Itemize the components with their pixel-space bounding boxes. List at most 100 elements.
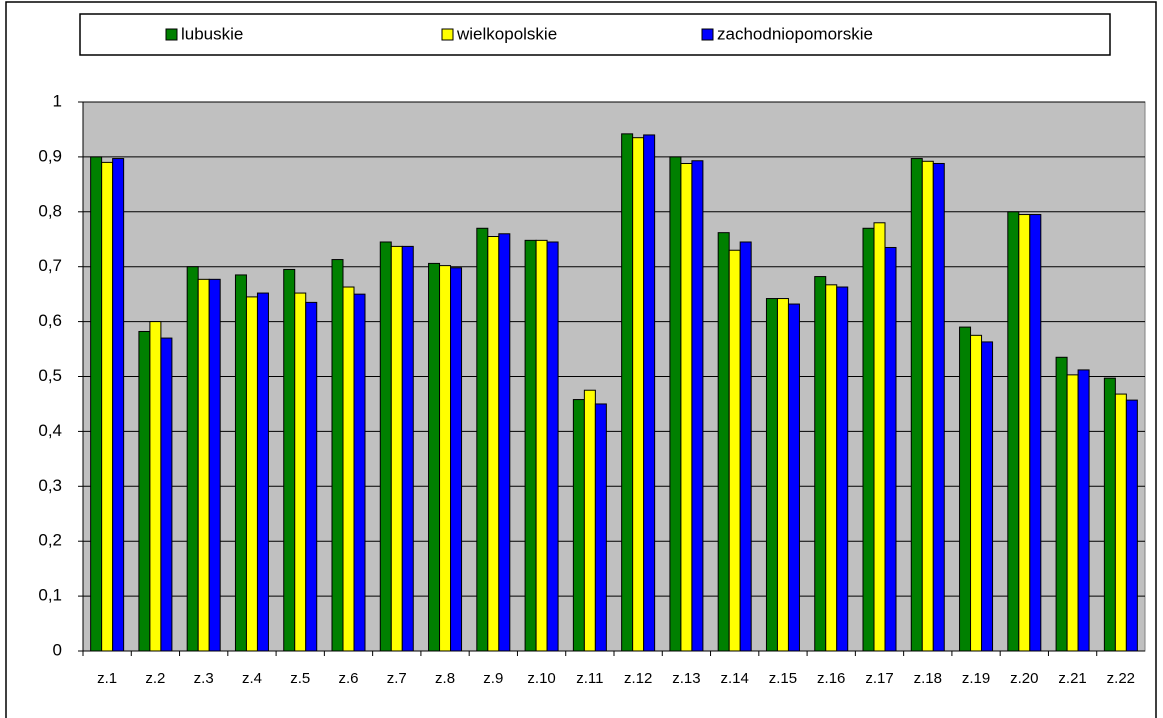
x-tick-label: z.6 <box>338 670 358 687</box>
x-tick-label: z.3 <box>194 670 214 687</box>
x-tick-label: z.2 <box>145 670 165 687</box>
bar <box>256 292 269 652</box>
x-tick-label: z.14 <box>721 670 749 687</box>
legend-label: wielkopolskie <box>456 24 557 43</box>
y-tick-label: 1 <box>53 91 62 110</box>
bar <box>981 341 994 652</box>
bar <box>476 227 489 652</box>
bar <box>814 276 827 652</box>
bar <box>160 337 173 652</box>
bar <box>245 296 258 652</box>
bar <box>439 265 452 652</box>
bar <box>401 245 414 652</box>
bar <box>208 278 221 652</box>
legend-swatch <box>701 28 714 41</box>
bar <box>1018 214 1031 652</box>
bar <box>379 241 392 652</box>
bar <box>1077 369 1090 652</box>
bar <box>932 162 945 652</box>
bar <box>572 399 585 652</box>
bar <box>728 249 741 652</box>
bar <box>149 321 162 652</box>
bar <box>765 298 778 652</box>
bar <box>862 227 875 652</box>
bar <box>884 246 897 652</box>
x-tick-label: z.11 <box>576 670 603 687</box>
x-tick-label: z.21 <box>1058 670 1086 687</box>
bar <box>970 334 983 652</box>
x-tick-label: z.12 <box>624 670 652 687</box>
bar <box>825 284 838 652</box>
bar <box>583 389 596 652</box>
bar <box>680 162 693 652</box>
bar <box>305 301 318 652</box>
bar <box>1103 377 1116 652</box>
x-tick-label: z.5 <box>290 670 310 687</box>
bar <box>921 160 934 652</box>
bar <box>186 266 199 652</box>
bar <box>524 239 537 652</box>
bar <box>498 233 511 652</box>
bar <box>910 158 923 652</box>
bar <box>739 241 752 652</box>
bar <box>691 160 704 652</box>
y-tick-label: 0,8 <box>38 201 62 220</box>
x-tick-label: z.7 <box>387 670 407 687</box>
x-tick-label: z.17 <box>865 670 893 687</box>
bar <box>331 259 344 652</box>
bar <box>101 161 114 652</box>
bar <box>450 267 463 652</box>
bar <box>90 156 103 652</box>
bar <box>632 137 645 652</box>
x-tick-label: z.9 <box>483 670 503 687</box>
y-tick-label: 0,9 <box>38 146 62 165</box>
bar <box>717 232 730 652</box>
legend-label: zachodniopomorskie <box>717 24 873 43</box>
bar <box>669 156 682 652</box>
x-tick-label: z.13 <box>672 670 700 687</box>
y-tick-label: 0 <box>53 640 62 659</box>
bar <box>283 268 296 652</box>
y-tick-label: 0,3 <box>38 476 62 495</box>
x-tick-label: z.10 <box>527 670 555 687</box>
legend-swatch <box>165 28 178 41</box>
y-tick-label: 0,5 <box>38 366 62 385</box>
legend-box <box>79 13 1111 56</box>
y-tick-label: 0,6 <box>38 311 62 330</box>
x-tick-label: z.18 <box>914 670 942 687</box>
x-tick-label: z.8 <box>435 670 455 687</box>
bar <box>1029 214 1042 652</box>
bar <box>112 158 125 652</box>
x-tick-label: z.4 <box>242 670 262 687</box>
bar <box>1114 393 1127 652</box>
y-tick-label: 0,2 <box>38 531 62 550</box>
bar <box>138 330 151 652</box>
bar <box>294 292 307 652</box>
bar <box>594 403 607 652</box>
bar <box>234 274 247 652</box>
x-tick-label: z.19 <box>962 670 990 687</box>
legend-swatch <box>441 28 454 41</box>
bar <box>873 222 886 652</box>
bar <box>1125 399 1138 652</box>
bar <box>1066 374 1079 652</box>
x-tick-label: z.22 <box>1107 670 1135 687</box>
bar <box>836 286 849 652</box>
y-tick-label: 0,1 <box>38 586 62 605</box>
bar <box>1007 211 1020 652</box>
x-tick-label: z.16 <box>817 670 845 687</box>
bar <box>776 298 789 652</box>
bar <box>643 134 656 652</box>
bar <box>487 236 500 652</box>
bar <box>621 133 634 652</box>
bar <box>546 241 559 652</box>
legend-label: lubuskie <box>181 24 243 43</box>
bar <box>959 326 972 652</box>
y-tick-label: 0,4 <box>38 421 62 440</box>
bar <box>428 262 441 652</box>
bar <box>1055 356 1068 652</box>
x-tick-label: z.20 <box>1010 670 1038 687</box>
x-tick-label: z.1 <box>97 670 117 687</box>
